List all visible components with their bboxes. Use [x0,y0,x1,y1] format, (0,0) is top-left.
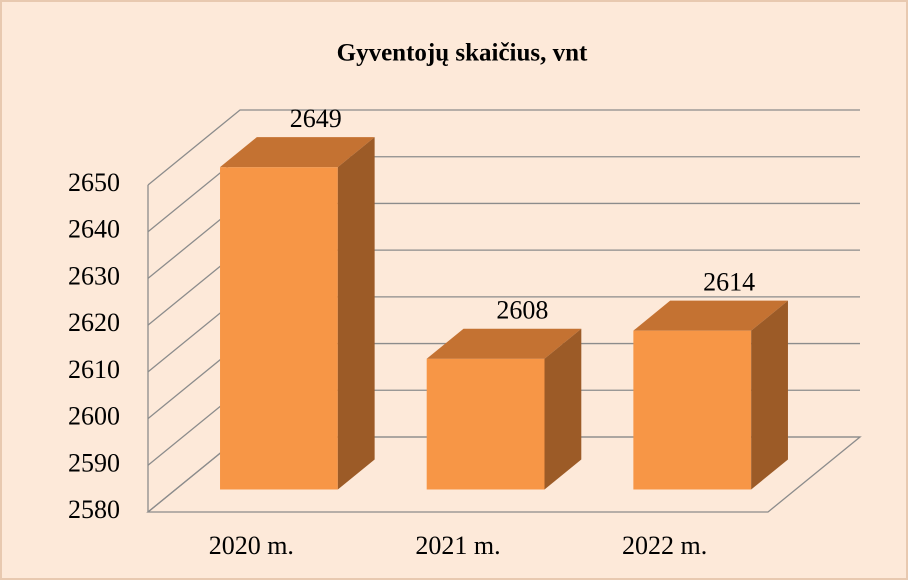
y-tick-label: 2630 [68,261,120,290]
x-tick-label: 2020 m. [209,531,294,560]
x-tick-label: 2022 m. [622,531,707,560]
bar-top [633,300,788,331]
bar-side [337,137,375,490]
bar-side [751,300,788,490]
data-label: 2608 [496,296,548,325]
bar-front [426,358,545,490]
bar-front [220,167,338,490]
grid-line [147,109,860,186]
y-tick-label: 2650 [68,168,120,197]
chart-title: Gyventojų skaičius, vnt [337,40,588,67]
bar-top [426,328,582,359]
y-tick-label: 2610 [68,355,120,384]
y-tick-label: 2580 [68,495,120,524]
y-tick-label: 2590 [68,448,120,477]
data-label: 2649 [290,104,342,133]
y-tick-label: 2620 [68,308,120,337]
x-tick-label: 2021 m. [415,531,500,560]
y-tick-label: 2640 [68,215,120,244]
data-label: 2614 [703,268,755,297]
y-tick-label: 2600 [68,402,120,431]
bar-front [633,330,752,490]
bar-side [544,328,582,490]
bar-top [220,137,375,168]
